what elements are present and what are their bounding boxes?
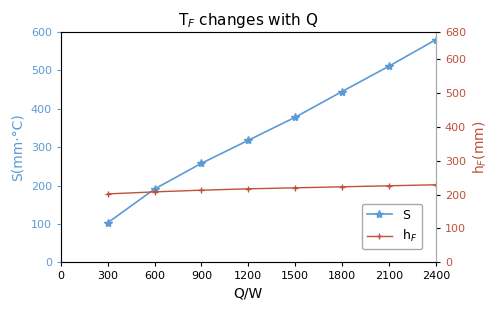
- Y-axis label: S(mm·°C): S(mm·°C): [11, 113, 25, 181]
- Line: S: S: [104, 36, 440, 227]
- h$_F$: [292, 186, 298, 190]
- h$_F$: [246, 187, 252, 191]
- Legend: S, h$_F$: S, h$_F$: [362, 204, 422, 249]
- h$_F$: [198, 188, 204, 192]
- S: [339, 90, 345, 93]
- h$_F$: [104, 192, 110, 196]
- S: [292, 115, 298, 119]
- h$_F$: [386, 184, 392, 188]
- Title: T$_F$ changes with Q: T$_F$ changes with Q: [178, 11, 318, 30]
- S: [104, 221, 110, 225]
- S: [152, 187, 158, 191]
- X-axis label: Q/W: Q/W: [234, 287, 263, 301]
- h$_F$: [339, 185, 345, 189]
- S: [198, 161, 204, 165]
- Y-axis label: h$_F$(mm): h$_F$(mm): [472, 120, 489, 174]
- h$_F$: [152, 190, 158, 194]
- S: [433, 38, 439, 41]
- S: [386, 64, 392, 68]
- h$_F$: [433, 183, 439, 187]
- S: [246, 139, 252, 142]
- Line: h$_F$: h$_F$: [104, 181, 440, 197]
